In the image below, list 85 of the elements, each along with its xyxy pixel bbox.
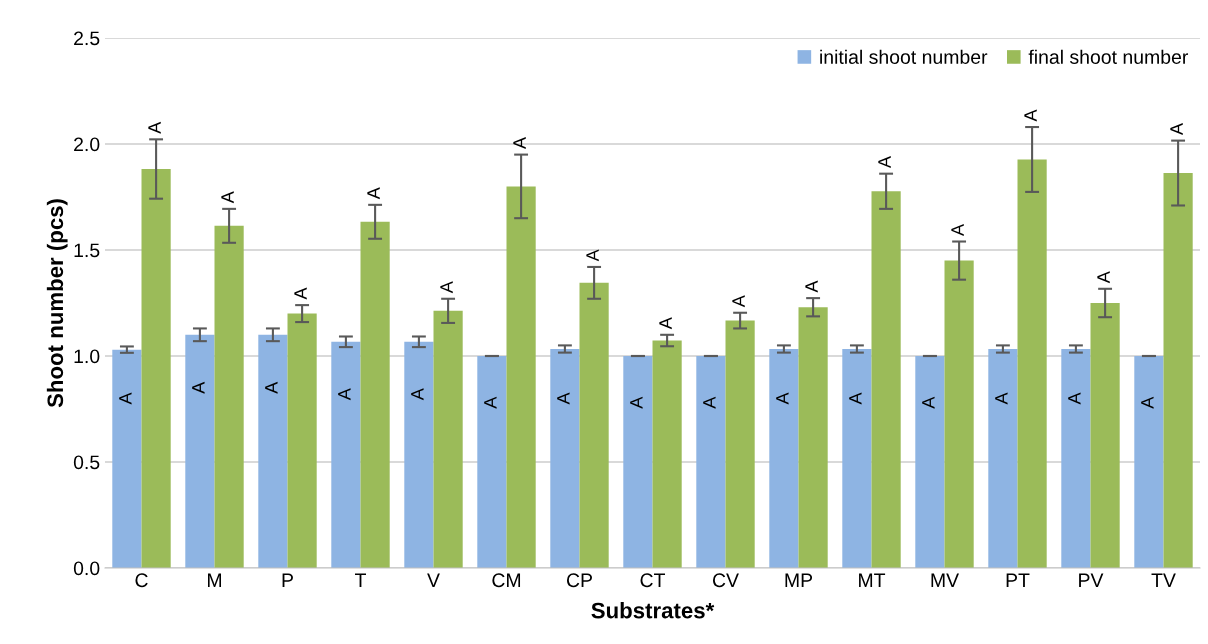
- legend-label: final shoot number: [1028, 49, 1189, 64]
- x-tick-label: MV: [931, 573, 959, 587]
- x-tick-label: M: [208, 573, 221, 587]
- bar: [652, 340, 682, 568]
- x-tick-label: MT: [859, 573, 886, 587]
- annotation: A: [1024, 109, 1037, 122]
- annotation: A: [1170, 123, 1183, 136]
- y-tick-label: 0.0: [73, 561, 100, 576]
- x-tick-label: CV: [712, 573, 739, 588]
- annotation: A: [630, 396, 643, 409]
- annotation: A: [557, 392, 570, 405]
- annotation: A: [805, 280, 818, 293]
- annotation: A: [878, 156, 891, 169]
- bar: [798, 307, 828, 568]
- x-tick-label: V: [427, 573, 440, 587]
- annotation: A: [513, 137, 526, 150]
- annotation: A: [1141, 396, 1154, 409]
- bar: [579, 282, 609, 568]
- x-tick-label: PV: [1079, 573, 1104, 587]
- x-tick-label: TV: [1151, 573, 1176, 587]
- bar: [1090, 303, 1120, 568]
- annotation: A: [265, 381, 278, 394]
- bar: [433, 310, 463, 568]
- y-tick-label: 1.0: [74, 349, 100, 364]
- annotation: A: [367, 187, 380, 200]
- bar: [141, 169, 171, 568]
- bar: [944, 260, 974, 568]
- bar: [506, 186, 536, 568]
- bar: [1061, 349, 1091, 568]
- annotation: A: [659, 317, 672, 330]
- annotation: A: [338, 388, 351, 401]
- bar: [331, 341, 361, 568]
- annotation: A: [951, 223, 964, 236]
- bar: [287, 313, 317, 568]
- x-tick-label: CP: [566, 573, 592, 588]
- annotation: A: [440, 281, 453, 294]
- annotation: A: [776, 392, 789, 405]
- annotation: A: [192, 381, 205, 394]
- annotation: A: [922, 396, 935, 409]
- bar: [258, 334, 288, 568]
- annotation: A: [148, 121, 161, 134]
- bar: [842, 349, 872, 568]
- bar: [696, 356, 726, 568]
- annotation: A: [586, 249, 599, 262]
- bar: [185, 334, 215, 568]
- annotation: A: [732, 295, 745, 308]
- annotation: A: [411, 388, 424, 401]
- x-tick-label: CT: [640, 573, 666, 588]
- annotation: A: [119, 392, 132, 405]
- bar: [477, 356, 507, 568]
- annotation: A: [703, 396, 716, 409]
- x-tick-label: PT: [1006, 573, 1030, 587]
- bar: [214, 225, 244, 568]
- annotation: A: [294, 287, 307, 300]
- annotation: A: [1068, 392, 1081, 405]
- bar: [360, 221, 390, 568]
- bar: [871, 191, 901, 568]
- x-tick-label: T: [355, 573, 366, 587]
- bar: [1163, 173, 1193, 568]
- bar: [112, 349, 142, 568]
- annotation: A: [849, 392, 862, 405]
- bar: [404, 341, 434, 568]
- x-tick-label: C: [135, 573, 148, 588]
- x-tick-label: CM: [492, 573, 521, 588]
- bar: [915, 356, 945, 568]
- y-tick-label: 0.5: [73, 455, 100, 470]
- annotation: A: [1097, 271, 1110, 284]
- y-tick-label: 2.0: [74, 137, 100, 152]
- x-axis-title: Substrates*: [591, 602, 715, 619]
- x-tick-label: P: [282, 573, 293, 587]
- bar: [988, 349, 1018, 568]
- bar: [623, 356, 653, 568]
- bar: [1017, 159, 1047, 568]
- y-axis-title: Shoot number (pcs): [46, 199, 68, 408]
- bar: [1134, 356, 1164, 568]
- annotation: A: [995, 392, 1008, 405]
- legend-label: initial shoot number: [820, 49, 988, 64]
- bar: [550, 349, 580, 568]
- y-tick-label: 2.5: [74, 31, 100, 46]
- bar: [769, 349, 799, 568]
- annotation: A: [484, 396, 497, 409]
- x-tick-label: MP: [785, 573, 813, 587]
- bar: [725, 320, 755, 568]
- annotation: A: [221, 191, 234, 204]
- y-tick-label: 1.5: [74, 243, 100, 258]
